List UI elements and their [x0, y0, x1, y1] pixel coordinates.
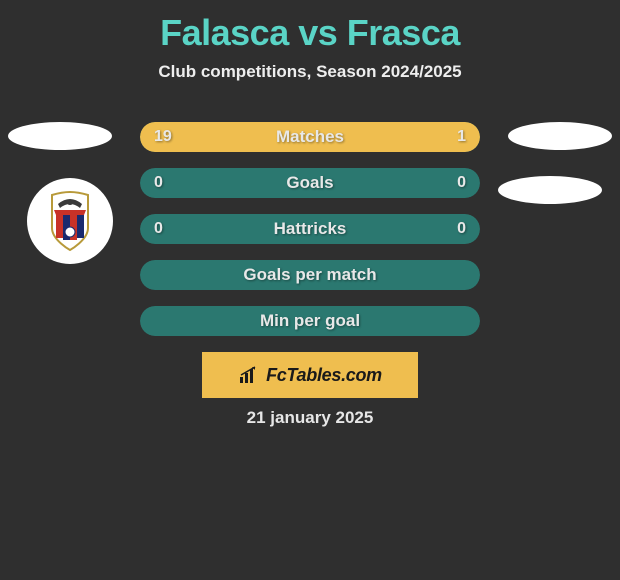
- stat-row: Min per goal: [140, 306, 480, 336]
- stat-value-right: 1: [457, 122, 466, 152]
- club-crest-icon: [44, 190, 96, 252]
- stat-value-left: 19: [154, 122, 172, 152]
- stat-label: Matches: [140, 122, 480, 152]
- source-logo: FcTables.com: [202, 352, 418, 398]
- player-slot-top-left: [8, 122, 112, 150]
- player-slot-top-right: [508, 122, 612, 150]
- stat-value-left: 0: [154, 214, 163, 244]
- club-badge: [27, 178, 113, 264]
- stat-row: Goals per match: [140, 260, 480, 290]
- stat-value-right: 0: [457, 168, 466, 198]
- stat-value-right: 0: [457, 214, 466, 244]
- page-subtitle: Club competitions, Season 2024/2025: [0, 62, 620, 82]
- stat-label: Hattricks: [140, 214, 480, 244]
- stat-label: Goals: [140, 168, 480, 198]
- stat-row: Hattricks0 0: [140, 214, 480, 244]
- stat-value-left: 0: [154, 168, 163, 198]
- stat-label: Min per goal: [140, 306, 480, 336]
- stats-container: Matches191Goals00Hattricks00Goals per ma…: [140, 122, 480, 352]
- stat-label: Goals per match: [140, 260, 480, 290]
- stat-row: Matches19 1: [140, 122, 480, 152]
- page-title: Falasca vs Frasca: [0, 0, 620, 54]
- date-label: 21 january 2025: [0, 408, 620, 428]
- stat-row: Goals0 0: [140, 168, 480, 198]
- source-logo-text: FcTables.com: [266, 365, 382, 386]
- bars-arrow-icon: [238, 365, 260, 385]
- player-slot-mid-right: [498, 176, 602, 204]
